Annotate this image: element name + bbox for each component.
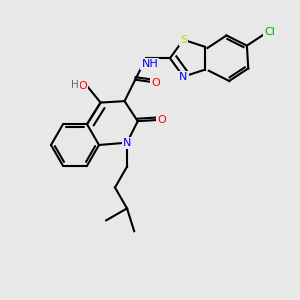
Text: O: O [79, 81, 87, 91]
Text: N: N [179, 72, 188, 82]
Text: S: S [180, 35, 187, 45]
Text: O: O [157, 115, 166, 125]
Text: Cl: Cl [265, 27, 275, 37]
Text: O: O [151, 77, 160, 88]
Text: H: H [71, 80, 79, 90]
Text: NH: NH [142, 59, 158, 69]
Text: N: N [123, 138, 131, 148]
